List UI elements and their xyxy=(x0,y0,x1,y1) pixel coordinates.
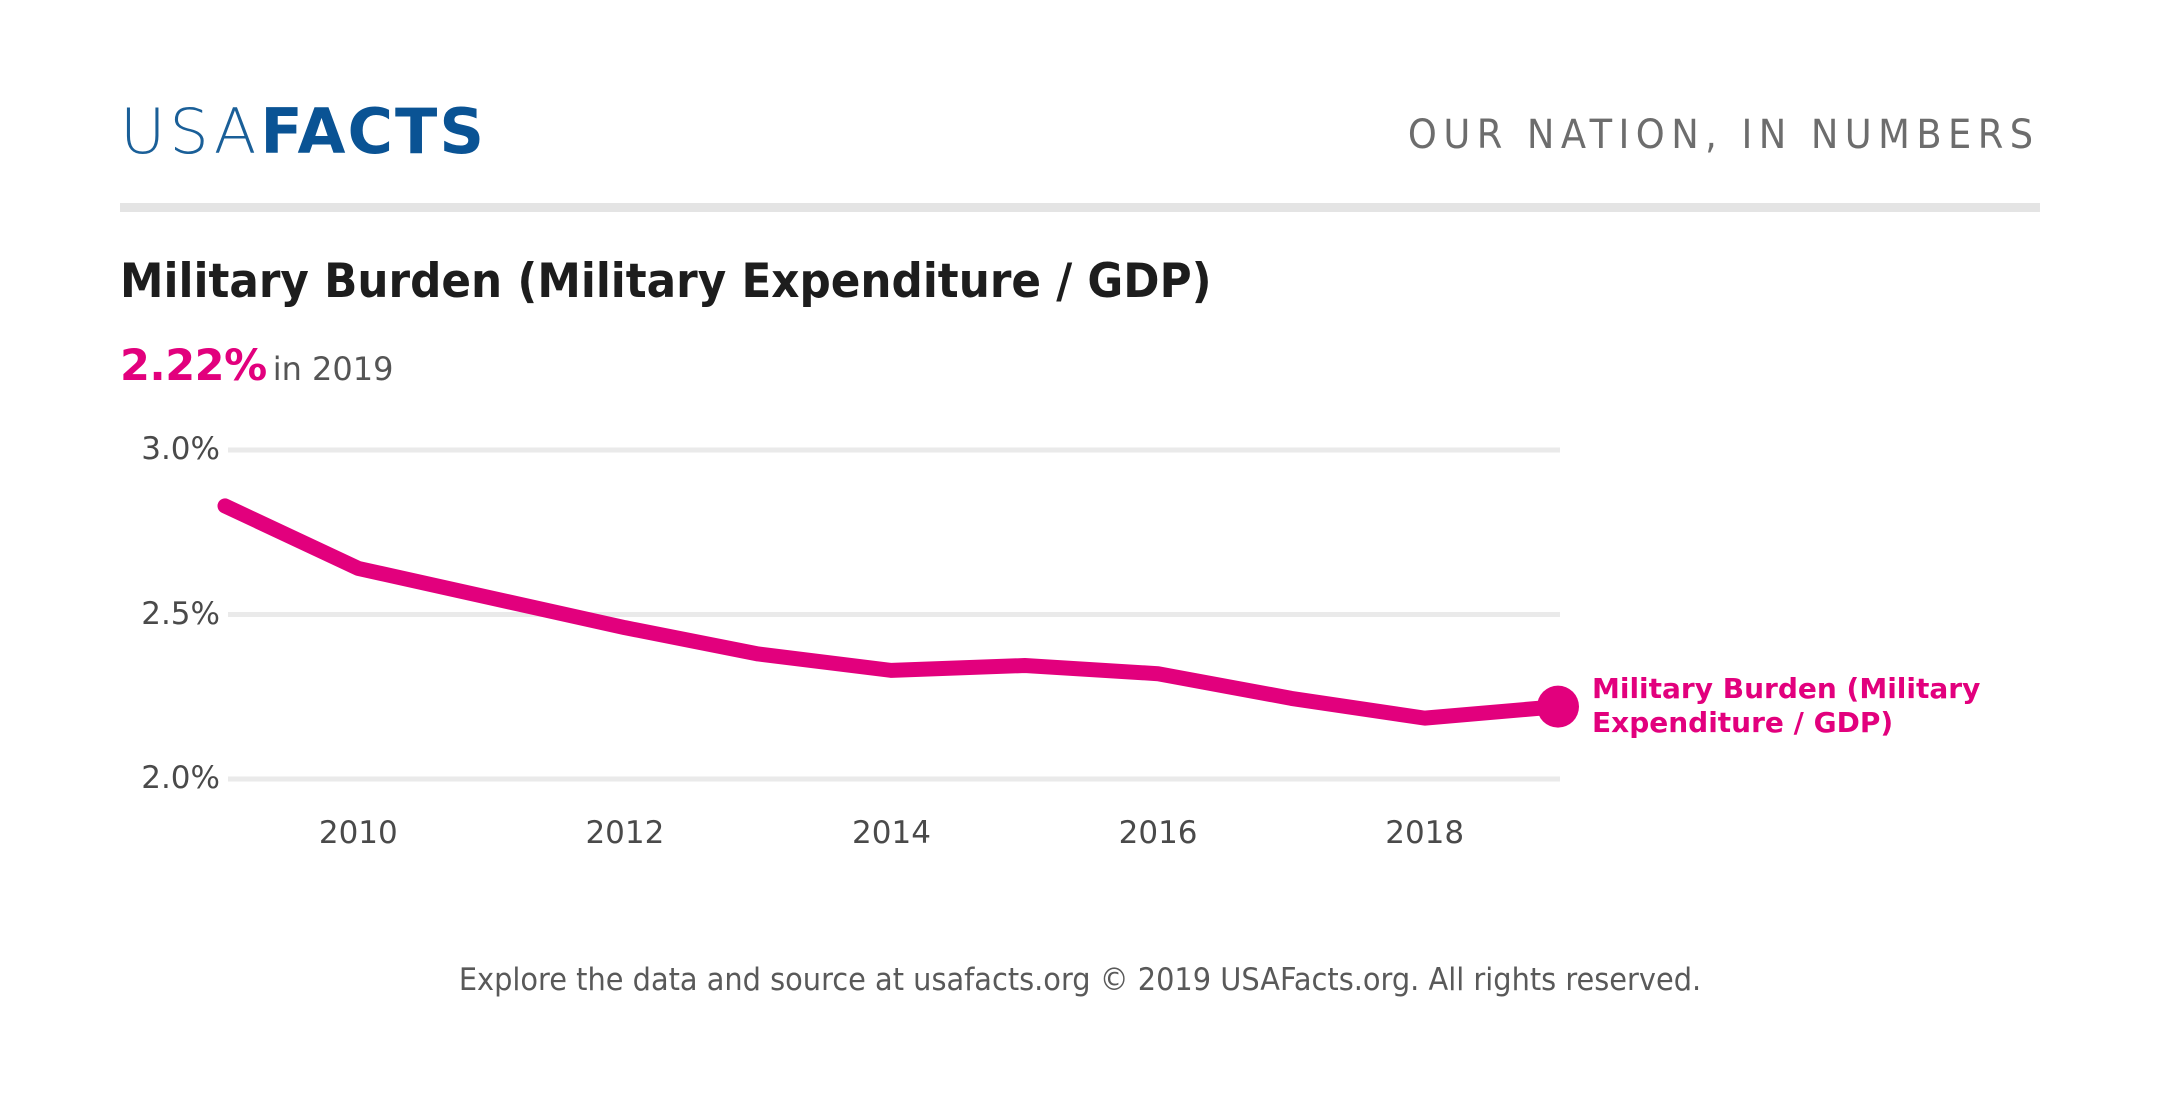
series-legend-label: Military Burden (Military Expenditure / … xyxy=(1592,672,1981,739)
logo-usa-text: USA xyxy=(120,95,261,168)
x-axis-tick-label: 2012 xyxy=(585,815,665,851)
logo-facts-text: FACTS xyxy=(260,95,486,168)
usafacts-logo[interactable]: USAFACTS xyxy=(120,96,486,168)
y-axis-tick-label: 3.0% xyxy=(141,431,220,467)
x-axis-tick-label: 2010 xyxy=(318,815,398,851)
highlight-value-row: 2.22% in 2019 xyxy=(120,342,393,399)
y-axis-tick-label: 2.0% xyxy=(141,760,220,796)
highlight-value: 2.22% xyxy=(120,341,267,391)
x-axis-tick-label: 2016 xyxy=(1118,815,1198,851)
page-header: USAFACTS OUR NATION, IN NUMBERS xyxy=(120,96,2040,186)
highlight-suffix: in 2019 xyxy=(272,350,394,388)
gridlines-group xyxy=(228,447,1560,782)
series-line xyxy=(217,498,1566,726)
header-divider xyxy=(120,203,2040,212)
footer-attribution: Explore the data and source at usafacts.… xyxy=(458,962,1702,998)
page-title: Military Burden (Military Expenditure / … xyxy=(120,254,1212,309)
series-group xyxy=(217,498,1579,728)
y-axis-tick-label: 2.5% xyxy=(141,595,220,632)
series-endpoint-marker xyxy=(1537,685,1579,728)
x-axis-tick-label: 2018 xyxy=(1385,815,1465,851)
x-axis-tick-label: 2014 xyxy=(852,815,931,851)
tagline: OUR NATION, IN NUMBERS xyxy=(1408,112,2040,158)
